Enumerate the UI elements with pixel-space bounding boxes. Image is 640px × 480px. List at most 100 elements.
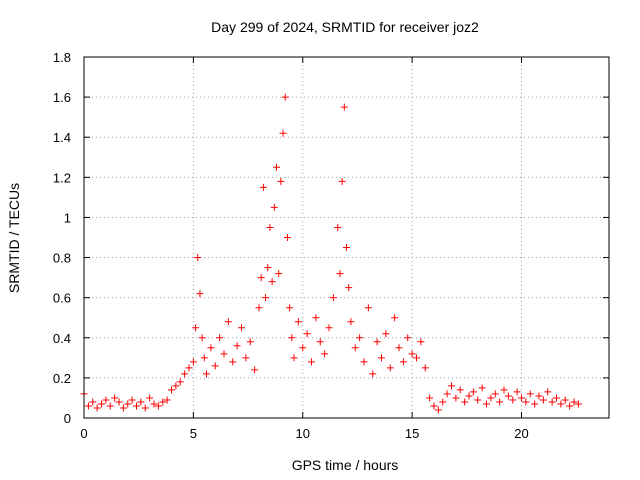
data-point: [264, 264, 272, 272]
data-point: [478, 384, 486, 392]
data-point: [176, 378, 184, 386]
data-point: [154, 402, 162, 410]
tick-layer: 0 0.2 0.4 0.6 0.8 1 1.2 1.4 1.6 1.8 0 5 10 15 20: [53, 50, 609, 441]
data-point: [98, 400, 105, 408]
data-point: [443, 390, 451, 398]
data-point: [242, 354, 250, 362]
data-point: [172, 382, 180, 390]
x-tick-label: 0: [80, 426, 87, 441]
data-point: [246, 338, 254, 346]
data-point: [288, 334, 296, 342]
data-point: [483, 400, 490, 408]
data-point: [238, 324, 245, 332]
data-point: [216, 334, 224, 342]
data-point: [115, 398, 123, 406]
data-point: [566, 402, 574, 410]
data-point: [531, 400, 539, 408]
data-point: [277, 177, 285, 185]
data-point: [262, 294, 270, 302]
chart-title: Day 299 of 2024, SRMTID for receiver joz…: [211, 19, 479, 35]
data-point: [430, 402, 438, 410]
data-point: [439, 398, 447, 406]
data-point: [279, 129, 287, 137]
data-point: [251, 366, 259, 374]
data-point: [391, 314, 399, 322]
data-point: [111, 394, 119, 402]
data-point: [303, 330, 311, 338]
y-tick-label: 1.2: [53, 170, 71, 185]
plot-frame: [83, 56, 610, 419]
data-point: [509, 396, 517, 404]
data-point: [340, 103, 348, 111]
data-point: [159, 398, 167, 406]
data-point: [312, 314, 320, 322]
data-point: [544, 388, 552, 396]
data-point: [211, 362, 219, 370]
data-points: [80, 93, 582, 414]
data-point: [294, 318, 302, 326]
data-point: [360, 358, 368, 366]
data-point: [347, 318, 355, 326]
y-axis-label: SRMTID / TECUs: [6, 183, 22, 293]
y-tick-label: 0.6: [53, 291, 71, 306]
data-point: [275, 270, 283, 278]
data-point: [102, 396, 110, 404]
x-axis-label: GPS time / hours: [292, 457, 399, 473]
data-point: [487, 394, 495, 402]
data-point: [535, 392, 543, 400]
data-point: [257, 274, 265, 282]
data-point: [338, 177, 346, 185]
y-tick-label: 1.6: [53, 90, 71, 105]
data-point: [181, 370, 189, 378]
y-tick-label: 0: [64, 411, 71, 426]
data-point: [259, 183, 267, 191]
data-point: [163, 396, 171, 404]
data-point: [548, 398, 556, 406]
data-point: [316, 338, 324, 346]
data-point: [382, 330, 390, 338]
data-point: [448, 382, 455, 390]
data-point: [286, 304, 294, 312]
x-tick-label: 20: [514, 426, 528, 441]
x-tick-label: 5: [190, 426, 197, 441]
data-point: [513, 388, 521, 396]
data-point: [399, 358, 407, 366]
y-tick-label: 0.4: [53, 331, 71, 346]
data-point: [283, 234, 291, 241]
data-point: [137, 398, 145, 406]
data-point: [426, 394, 434, 402]
data-point: [356, 334, 364, 342]
data-point: [124, 400, 132, 408]
data-point: [189, 358, 197, 366]
data-point: [557, 400, 565, 408]
data-point: [268, 278, 276, 286]
data-point: [413, 354, 420, 362]
data-point: [198, 334, 206, 342]
data-point: [150, 400, 158, 408]
data-point: [207, 344, 215, 352]
data-point: [504, 392, 512, 400]
data-point: [539, 396, 547, 404]
data-point: [345, 284, 353, 292]
data-point: [200, 354, 208, 362]
data-point: [308, 358, 315, 366]
data-point: [93, 404, 101, 412]
data-point: [325, 324, 333, 332]
data-point: [373, 338, 381, 346]
data-point: [469, 388, 477, 396]
data-point: [574, 400, 582, 408]
data-point: [465, 392, 473, 400]
data-point: [561, 396, 569, 404]
y-tick-label: 1.8: [53, 50, 71, 65]
data-point: [203, 370, 210, 378]
data-point: [553, 394, 560, 402]
y-tick-label: 1: [64, 210, 71, 225]
data-point: [336, 270, 344, 278]
data-point: [386, 364, 394, 372]
x-tick-label: 10: [296, 426, 310, 441]
data-point: [452, 394, 460, 402]
data-point: [84, 402, 92, 410]
data-point: [119, 404, 127, 412]
data-point: [273, 163, 280, 171]
